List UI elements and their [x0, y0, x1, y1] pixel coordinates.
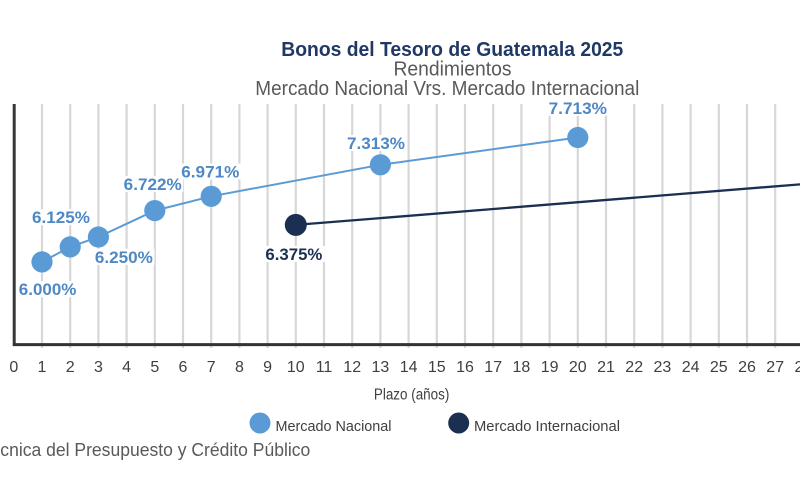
svg-text:23: 23 — [654, 359, 672, 376]
svg-text:28: 28 — [795, 359, 800, 376]
svg-text:21: 21 — [597, 359, 615, 376]
svg-text:Bonos del Tesoro de Guatemala: Bonos del Tesoro de Guatemala 2025 — [281, 39, 623, 61]
svg-text:22: 22 — [625, 359, 643, 376]
svg-text:13: 13 — [372, 359, 390, 376]
svg-text:17: 17 — [484, 359, 502, 376]
svg-text:16: 16 — [456, 359, 474, 376]
svg-text:6.722%: 6.722% — [124, 175, 182, 194]
svg-text:Plazo (años): Plazo (años) — [374, 387, 449, 404]
svg-text:7.313%: 7.313% — [347, 134, 405, 153]
svg-text:8: 8 — [235, 359, 244, 376]
svg-text:6.250%: 6.250% — [95, 248, 153, 267]
svg-text:15: 15 — [428, 359, 446, 376]
svg-text:2: 2 — [66, 359, 75, 376]
svg-text:7: 7 — [207, 359, 216, 376]
svg-text:25: 25 — [710, 359, 728, 376]
svg-text:5: 5 — [150, 359, 159, 376]
svg-text:18: 18 — [513, 359, 531, 376]
svg-text:6.000%: 6.000% — [19, 280, 77, 299]
svg-text:1: 1 — [38, 359, 47, 376]
svg-text:19: 19 — [541, 359, 559, 376]
svg-text:4: 4 — [122, 359, 131, 376]
svg-text:7.713%: 7.713% — [549, 99, 607, 118]
svg-text:Mercado Nacional: Mercado Nacional — [276, 418, 392, 435]
svg-text:6.375%: 6.375% — [265, 245, 322, 264]
svg-text:6: 6 — [179, 359, 188, 376]
svg-text:Rendimientos: Rendimientos — [394, 59, 512, 81]
svg-text:cnica del Presupuesto y Crédit: cnica del Presupuesto y Crédito Público — [0, 440, 310, 460]
svg-text:26: 26 — [738, 359, 756, 376]
svg-text:Mercado Nacional Vrs. Mercado: Mercado Nacional Vrs. Mercado Internacio… — [255, 78, 639, 100]
svg-text:11: 11 — [316, 359, 333, 376]
svg-text:20: 20 — [569, 359, 587, 376]
svg-text:6.125%: 6.125% — [32, 208, 90, 227]
svg-text:24: 24 — [682, 359, 700, 376]
svg-text:14: 14 — [400, 359, 418, 376]
svg-text:12: 12 — [343, 359, 361, 376]
svg-text:Mercado Internacional: Mercado Internacional — [474, 418, 620, 435]
svg-text:3: 3 — [94, 359, 103, 376]
svg-text:0: 0 — [9, 359, 18, 376]
svg-text:10: 10 — [287, 359, 305, 376]
svg-text:6.971%: 6.971% — [181, 163, 239, 182]
svg-text:27: 27 — [766, 359, 784, 376]
svg-text:9: 9 — [263, 359, 272, 376]
